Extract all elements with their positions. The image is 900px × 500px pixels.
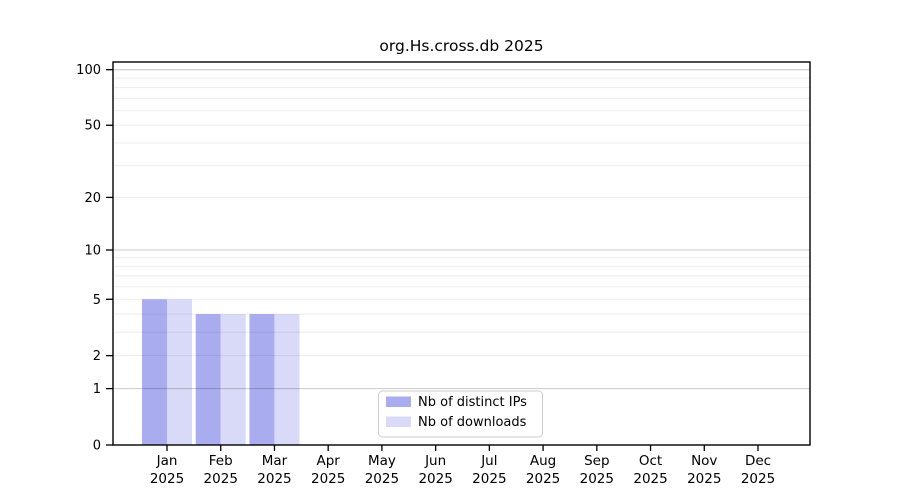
- plot-border: [112, 61, 811, 446]
- y-tick-label: 100: [76, 63, 101, 78]
- x-tick-label-year: 2025: [687, 471, 721, 487]
- x-tick-label-year: 2025: [257, 471, 291, 487]
- x-tick-label-year: 2025: [580, 471, 614, 487]
- x-tick-label-year: 2025: [472, 471, 506, 487]
- x-tick-label-month: Aug: [530, 453, 556, 469]
- x-tick-label-year: 2025: [633, 471, 667, 487]
- x-tick-label-year: 2025: [365, 471, 399, 487]
- bar-distinct-ips-feb: [195, 314, 221, 445]
- x-tick-label-month: Mar: [262, 453, 288, 469]
- x-tick-label-month: Jul: [480, 453, 497, 469]
- x-tick-label-month: Jan: [156, 453, 178, 469]
- x-tick-label-year: 2025: [311, 471, 345, 487]
- bar-downloads-jan: [167, 299, 192, 445]
- bar-distinct-ips-jan: [142, 299, 167, 445]
- legend-swatch-distinct-ips: [386, 396, 411, 407]
- legend-label-distinct-ips: Nb of distinct IPs: [418, 395, 527, 410]
- y-tick-label: 2: [93, 349, 101, 364]
- x-tick-label-month: May: [368, 453, 396, 469]
- legend: Nb of distinct IPs Nb of downloads: [378, 390, 543, 438]
- x-tick-label-year: 2025: [418, 471, 452, 487]
- y-tick-label: 20: [84, 191, 101, 206]
- bar-downloads-feb: [220, 314, 246, 445]
- x-tick-label-month: Sep: [584, 453, 609, 469]
- y-tick-label: 5: [93, 293, 101, 308]
- x-tick-label-year: 2025: [741, 471, 775, 487]
- bar-distinct-ips-mar: [249, 314, 275, 445]
- y-tick-label: 50: [84, 119, 101, 134]
- x-tick-label-year: 2025: [204, 471, 238, 487]
- x-tick-label-month: Nov: [691, 453, 717, 469]
- bar-downloads-mar: [274, 314, 300, 445]
- y-tick-label: 10: [84, 243, 101, 258]
- x-tick-label-year: 2025: [526, 471, 560, 487]
- legend-swatch-downloads: [386, 416, 411, 427]
- legend-label-downloads: Nb of downloads: [418, 415, 527, 430]
- x-tick-label-month: Feb: [209, 453, 233, 469]
- chart-title: org.Hs.cross.db 2025: [379, 37, 543, 55]
- x-tick-label-month: Oct: [639, 453, 662, 469]
- x-tick-label-year: 2025: [150, 471, 184, 487]
- x-tick-label-month: Dec: [745, 453, 771, 469]
- legend-box: [378, 390, 543, 438]
- x-tick-label-month: Apr: [317, 453, 341, 469]
- x-tick-label-month: Jun: [424, 453, 446, 469]
- y-tick-label: 1: [93, 382, 101, 397]
- y-tick-label: 0: [93, 439, 101, 454]
